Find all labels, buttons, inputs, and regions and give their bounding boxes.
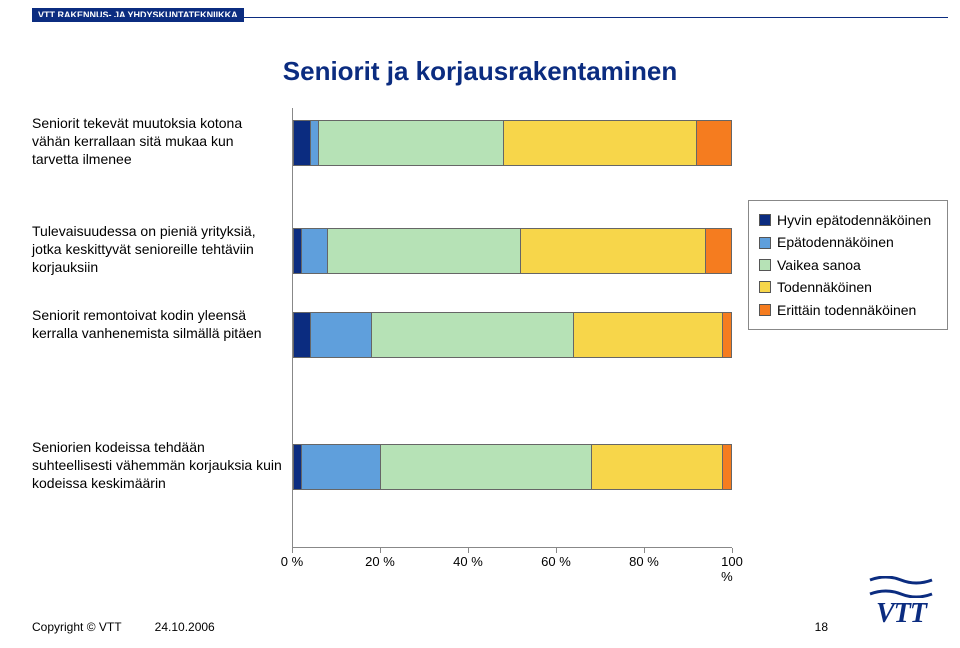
- legend-item: Epätodennäköinen: [759, 231, 937, 253]
- bar-segment: [521, 228, 705, 274]
- bar-segment: [723, 444, 732, 490]
- x-tick-label: 100 %: [721, 554, 743, 584]
- x-tick-label: 60 %: [541, 554, 571, 569]
- header-org-tag: VTT RAKENNUS- JA YHDYSKUNTATEKNIIKKA: [32, 8, 244, 22]
- legend-label: Epätodennäköinen: [777, 231, 894, 253]
- x-tick-label: 0 %: [281, 554, 303, 569]
- bar-segment: [302, 228, 328, 274]
- stacked-bar: [293, 120, 732, 166]
- legend-swatch: [759, 304, 771, 316]
- bar-segment: [697, 120, 732, 166]
- bar-segment: [302, 444, 381, 490]
- stacked-bar: [293, 228, 732, 274]
- header-rule: [32, 17, 948, 18]
- legend-item: Todennäköinen: [759, 276, 937, 298]
- legend-item: Hyvin epätodennäköinen: [759, 209, 937, 231]
- bar-segment: [328, 228, 521, 274]
- page-title: Seniorit ja korjausrakentaminen: [0, 56, 960, 87]
- stacked-bar: [293, 312, 732, 358]
- bar-segment: [372, 312, 574, 358]
- x-tick-label: 80 %: [629, 554, 659, 569]
- legend-label: Erittäin todennäköinen: [777, 299, 916, 321]
- legend-swatch: [759, 281, 771, 293]
- legend-swatch: [759, 237, 771, 249]
- bar-segment: [293, 444, 302, 490]
- category-label: Seniorit remontoivat kodin yleensä kerra…: [32, 306, 282, 342]
- category-label: Seniorien kodeissa tehdään suhteellisest…: [32, 438, 282, 493]
- footer: Copyright © VTT 24.10.2006: [32, 620, 215, 634]
- x-tick-label: 20 %: [365, 554, 395, 569]
- category-label: Tulevaisuudessa on pieniä yrityksiä, jot…: [32, 222, 282, 277]
- legend-label: Todennäköinen: [777, 276, 872, 298]
- bar-segment: [319, 120, 503, 166]
- legend-item: Vaikea sanoa: [759, 254, 937, 276]
- x-tick-label: 40 %: [453, 554, 483, 569]
- legend-item: Erittäin todennäköinen: [759, 299, 937, 321]
- x-axis: 0 %20 %40 %60 %80 %100 %: [292, 548, 732, 572]
- bar-segment: [311, 120, 320, 166]
- logo-text: VTT: [868, 598, 934, 630]
- bar-segment: [574, 312, 723, 358]
- vtt-logo: VTT: [868, 576, 934, 630]
- legend-swatch: [759, 259, 771, 271]
- legend-swatch: [759, 214, 771, 226]
- bar-segment: [504, 120, 697, 166]
- bar-segment: [381, 444, 592, 490]
- stacked-bar-chart: Seniorit tekevät muutoksia kotona vähän …: [32, 108, 732, 548]
- copyright: Copyright © VTT: [32, 620, 121, 634]
- legend: Hyvin epätodennäköinenEpätodennäköinenVa…: [748, 200, 948, 330]
- footer-page-number: 18: [815, 620, 828, 634]
- bar-segment: [592, 444, 724, 490]
- bar-segment: [293, 120, 311, 166]
- bar-segment: [293, 312, 311, 358]
- bar-segment: [706, 228, 732, 274]
- bar-segment: [723, 312, 732, 358]
- bar-segment: [293, 228, 302, 274]
- category-label: Seniorit tekevät muutoksia kotona vähän …: [32, 114, 282, 169]
- plot-area: [292, 108, 732, 548]
- legend-label: Hyvin epätodennäköinen: [777, 209, 931, 231]
- legend-label: Vaikea sanoa: [777, 254, 861, 276]
- stacked-bar: [293, 444, 732, 490]
- footer-date: 24.10.2006: [155, 620, 215, 634]
- bar-segment: [311, 312, 372, 358]
